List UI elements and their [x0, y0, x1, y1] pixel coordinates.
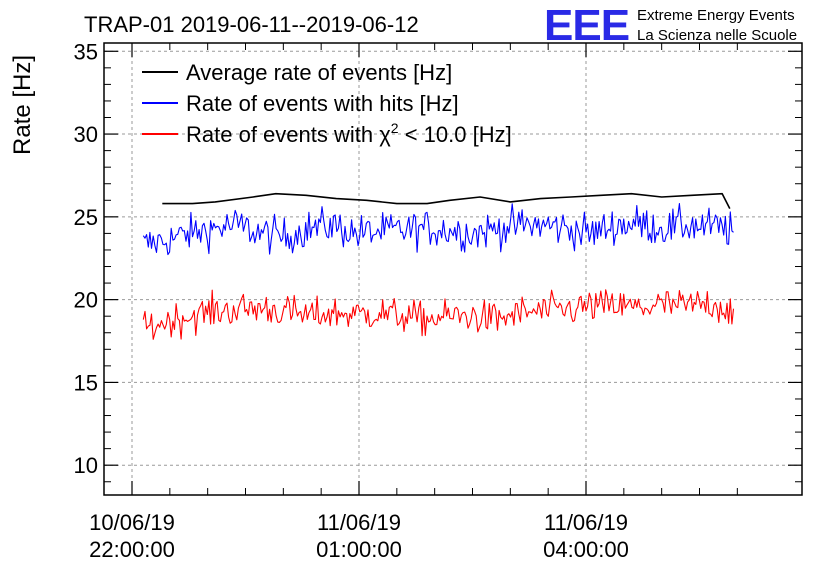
- y-axis-label: Rate [Hz]: [9, 55, 36, 155]
- series-line-average: [162, 192, 731, 209]
- y-tick-label: 15: [74, 370, 98, 395]
- series-line-hits: [142, 203, 734, 256]
- y-tick-label: 30: [74, 122, 98, 147]
- grid: [104, 43, 802, 495]
- x-tick-date: 10/06/19: [89, 510, 175, 535]
- axis-ticks: [104, 43, 802, 495]
- chi-symbol: χ: [379, 122, 391, 147]
- x-tick-time: 04:00:00: [543, 537, 629, 562]
- legend-label-chi2: Rate of events with χ2 < 10.0 [Hz]: [186, 120, 512, 147]
- y-tick-label: 10: [74, 453, 98, 478]
- x-tick-labels: 10/06/1922:00:0011/06/1901:00:0011/06/19…: [89, 510, 629, 562]
- x-tick-date: 11/06/19: [544, 510, 628, 535]
- x-tick-date: 11/06/19: [317, 510, 401, 535]
- y-tick-labels: 10 15 20 25 30 35: [74, 39, 98, 478]
- chi-exponent: 2: [391, 120, 399, 136]
- legend: Average rate of events [Hz] Rate of even…: [142, 60, 512, 147]
- legend-label-average: Average rate of events [Hz]: [186, 60, 452, 85]
- logo-line-2: La Scienza nelle Scuole: [637, 27, 797, 44]
- y-tick-label: 20: [74, 288, 98, 313]
- x-tick-time: 01:00:00: [316, 537, 402, 562]
- x-tick-time: 22:00:00: [89, 537, 175, 562]
- legend-label-hits: Rate of events with hits [Hz]: [186, 91, 459, 116]
- logo-line-1: Extreme Energy Events: [637, 7, 795, 24]
- series-line-chi2: [142, 289, 735, 340]
- chart-title: TRAP-01 2019-06-11--2019-06-12: [84, 12, 419, 37]
- eee-logo: EEE Extreme Energy Events La Scienza nel…: [544, 1, 797, 50]
- series-layer: [142, 192, 735, 340]
- eee-logo-mark: EEE: [544, 1, 629, 50]
- y-tick-label: 35: [74, 39, 98, 64]
- plot-frame: [103, 42, 803, 496]
- y-tick-label: 25: [74, 205, 98, 230]
